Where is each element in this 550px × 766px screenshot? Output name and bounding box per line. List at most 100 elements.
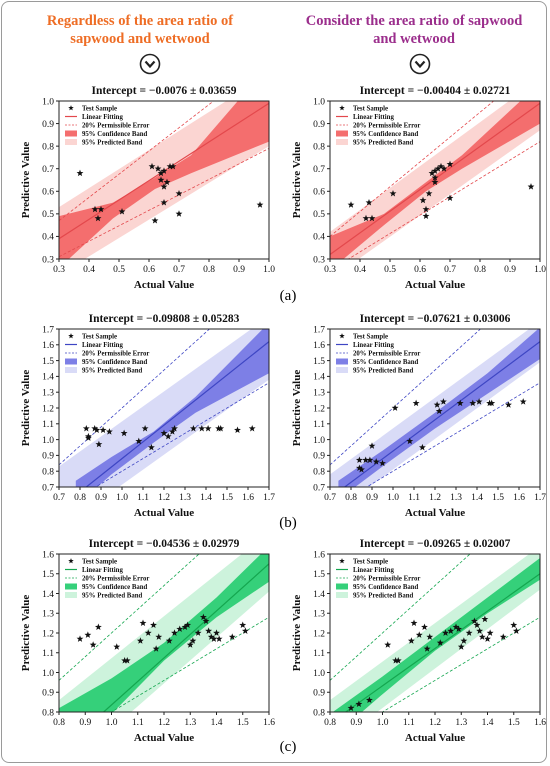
legend-label: 95% Confidence Band [82,359,148,366]
test-sample-point [512,627,520,634]
legend-label: 20% Permissible Error [353,123,420,130]
plot-area [330,101,540,259]
y-tick-label: 1.6 [42,550,54,560]
test-sample-point [362,456,370,464]
test-sample-point [144,629,152,636]
x-tick-label: 1.0 [387,493,399,503]
test-sample-point [527,183,535,190]
test-sample-point [368,214,376,222]
test-sample-point [189,637,197,644]
test-sample-point [406,437,414,445]
plot-frame [58,100,270,260]
x-tick-label: 1.6 [513,493,525,503]
x-tick-label: 1.0 [263,265,275,275]
test-sample-point [76,635,84,642]
test-sample-point [248,424,256,432]
x-tick-label: 1.0 [534,265,546,275]
legend-swatch-test-sample [339,333,345,339]
x-tick-label: 1.0 [377,718,389,728]
test-sample-point [76,169,84,177]
test-sample-point [105,428,113,435]
test-sample-point [169,162,177,170]
y-tick-label: 0.5 [313,210,325,220]
y-tick-label: 1.6 [42,341,54,351]
y-tick-label: 1.3 [42,610,54,620]
test-sample-point [166,162,174,170]
y-tick-label: 0.7 [42,165,54,175]
test-sample-point [205,627,213,634]
error-line-upper [59,329,211,466]
x-tick-label: 0.4 [354,265,366,275]
x-tick-label: 0.8 [324,718,336,728]
y-axis-label: Predictive Value [20,142,32,219]
chart-panel-c-right: 0.8 0.9 1.0 1.1 1.2 1.3 1.4 1.5 1.6 0.8 0.9 1.0 1.1 1… [291,538,546,744]
test-sample-point [168,428,176,435]
legend-swatch-test-sample [339,558,345,564]
test-sample-point [210,635,218,642]
plot-area [59,101,269,259]
legend-label: 95% Predicted Band [82,140,143,147]
x-tick-label: 1.4 [482,718,494,728]
legend-label: Test Sample [82,106,117,113]
test-sample-point [241,627,249,634]
legend-label: 20% Permissible Error [82,576,149,583]
y-tick-label: 0.8 [42,142,54,152]
chart-panel-b-left: 0.7 0.8 0.9 1.0 1.1 1.2 1.3 1.4 1.5 1.6 1.7 0.7 0.8 0… [20,313,275,519]
test-sample-point [392,657,400,664]
x-tick-label: 1.4 [471,493,483,503]
x-tick-label: 1.2 [429,493,441,503]
y-axis-label: Predictive Value [20,595,32,672]
test-sample-point [423,645,431,652]
x-tick-label: 0.9 [366,493,378,503]
test-sample-point [120,429,128,437]
x-tick-label: 1.5 [221,493,233,503]
chart-panel-c-left: 0.8 0.9 1.0 1.1 1.2 1.3 1.4 1.5 1.6 0.8 0.9 1.0 1.1 1… [20,538,275,744]
legend-swatch-confidence-band [65,583,77,590]
x-axis-label: Actual Value [405,507,465,519]
test-sample-point [186,641,194,648]
chart-panel-a-left: 0.3 0.4 0.5 0.6 0.7 0.8 0.9 1.0 0.3 0.4 0.5 0.6 0.7 0… [20,85,275,291]
test-sample-point [484,635,491,642]
legend-swatch-test-sample [339,105,345,111]
error-line-lower [94,382,269,487]
test-sample-point [189,424,197,432]
predicted-band [59,554,269,712]
test-sample-point [91,205,99,213]
legend-label: Test Sample [353,334,388,341]
legend-label: 95% Predicted Band [82,368,143,375]
x-tick-label: 1.4 [211,718,223,728]
y-axis-label: Predictive Value [20,370,32,447]
test-sample-point [431,174,439,181]
legend-swatch-predicted-band [65,367,77,373]
test-sample-point [434,165,442,172]
test-sample-point [433,401,441,408]
test-sample-point [365,696,373,704]
test-sample-point [439,398,447,405]
y-tick-label: 1.5 [42,357,54,367]
y-axis-label: Predictive Value [291,142,303,219]
x-tick-label: 0.8 [345,493,357,503]
test-sample-point [442,629,449,636]
y-tick-label: 0.8 [42,708,54,718]
legend-label: Linear Fitting [82,567,123,574]
test-sample-point [426,633,434,640]
test-sample-point [160,167,168,174]
test-sample-point [476,627,484,634]
test-sample-point [84,631,92,638]
test-sample-point [418,443,426,451]
test-sample-point [164,432,172,440]
legend-label: 20% Permissible Error [82,351,149,358]
row-label-a: (a) [280,288,297,304]
test-sample-point [99,426,107,434]
test-sample-point [355,456,363,464]
test-sample-point [431,167,439,174]
predicted-band [330,554,540,712]
test-sample-point [456,399,464,407]
legend-label: Test Sample [82,559,117,566]
predicted-band [330,329,540,487]
x-tick-label: 1.2 [158,718,170,728]
x-tick-label: 0.9 [233,265,245,275]
x-axis-label: Actual Value [405,732,465,744]
x-tick-label: 0.8 [53,718,65,728]
test-sample-point [157,176,165,183]
